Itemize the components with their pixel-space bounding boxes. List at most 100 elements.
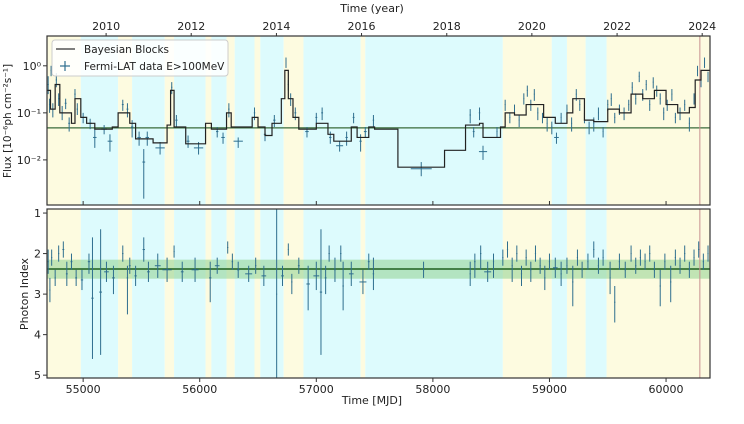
index-point — [287, 243, 289, 256]
flux-point — [273, 115, 276, 128]
flux-point — [155, 142, 165, 155]
index-point — [291, 273, 293, 295]
index-point — [227, 241, 229, 254]
top-axis-label: Time (year) — [339, 2, 404, 15]
index-point — [372, 257, 375, 291]
index-point — [576, 249, 579, 266]
index-point — [49, 277, 51, 303]
flux-point — [315, 112, 318, 124]
state-bands-index — [47, 209, 710, 378]
top-tick-label: 2014 — [262, 20, 290, 33]
index-point — [91, 237, 94, 359]
flux-point — [663, 107, 665, 121]
index-y-label: Photon Index — [18, 257, 31, 330]
index-point — [254, 257, 257, 274]
state-band-cyan — [303, 36, 361, 205]
index-point — [128, 257, 131, 274]
flux-point — [233, 137, 243, 148]
index-point — [359, 269, 367, 295]
state-band-yellow — [502, 209, 552, 378]
index-y-tick-label: 2 — [34, 248, 41, 261]
state-band-yellow — [47, 209, 81, 378]
index-point — [209, 261, 212, 303]
flux-point — [541, 112, 543, 124]
index-point — [297, 257, 300, 274]
flux-point — [623, 107, 625, 121]
index-point — [644, 253, 646, 270]
index-point — [639, 249, 641, 266]
state-band-cyan — [132, 209, 165, 378]
index-point — [530, 261, 532, 282]
index-point — [630, 245, 632, 262]
index-point — [75, 269, 78, 287]
flux-point — [523, 93, 525, 105]
legend: Bayesian Blocks Fermi-LAT data E>100MeV — [51, 39, 229, 77]
index-point — [520, 265, 523, 287]
state-band-yellow — [118, 209, 133, 378]
top-tick-label: 2016 — [348, 20, 376, 33]
index-point — [80, 269, 84, 291]
flux-point — [560, 112, 562, 124]
flux-point — [546, 117, 548, 132]
index-point — [635, 257, 637, 274]
state-band-cyan — [80, 209, 119, 378]
top-tick-label: 2010 — [92, 20, 120, 33]
state-band-yellow — [606, 209, 710, 378]
flux-point — [588, 121, 590, 135]
index-point — [319, 229, 323, 355]
flux-point — [352, 112, 355, 124]
state-band-yellow — [118, 36, 133, 205]
index-point — [99, 229, 103, 355]
index-point — [422, 261, 425, 278]
state-band-cyan — [174, 209, 206, 378]
index-point — [572, 265, 574, 307]
index-point — [51, 249, 53, 266]
flux-point — [652, 77, 654, 89]
index-point — [237, 261, 240, 278]
flux-point — [64, 98, 67, 110]
legend-data-label: Fermi-LAT data E>100MeV — [84, 61, 225, 73]
index-y-tick-label: 3 — [34, 288, 41, 301]
index-point — [649, 245, 651, 262]
index-point — [313, 261, 320, 291]
flux-point — [602, 127, 604, 138]
state-band-yellow — [283, 209, 304, 378]
index-point — [614, 286, 616, 323]
flux-point — [579, 99, 581, 111]
flux-point — [518, 115, 520, 128]
flux-point — [372, 115, 375, 128]
flux-point — [704, 57, 706, 68]
flux-point — [526, 85, 528, 97]
index-point — [492, 253, 495, 278]
index-point — [62, 241, 65, 258]
state-band-yellow — [205, 36, 212, 205]
legend-data-swatch — [60, 61, 70, 71]
x-tick-label: 59000 — [532, 383, 567, 396]
state-band-cyan — [260, 209, 284, 378]
state-band-yellow — [606, 36, 710, 205]
flux-point — [478, 107, 481, 121]
flux-point — [76, 103, 79, 116]
flux-point — [107, 134, 113, 152]
index-point — [58, 245, 60, 262]
flux-point — [659, 93, 661, 105]
flux-point — [321, 107, 324, 121]
index-point — [602, 249, 604, 266]
index-point — [154, 253, 161, 278]
flux-point — [674, 112, 676, 124]
index-axes-frame — [46, 208, 711, 379]
axes-frames — [46, 35, 711, 379]
state-band-yellow — [283, 36, 304, 205]
flux-point — [631, 82, 633, 95]
flux-point — [684, 99, 686, 111]
top-tick-label: 2020 — [518, 20, 546, 33]
flux-point — [693, 93, 695, 105]
flux-point — [126, 103, 129, 118]
index-point — [566, 257, 568, 274]
state-band-cyan — [585, 209, 607, 378]
flux-point — [478, 145, 488, 160]
index-point — [688, 261, 690, 278]
state-band-yellow — [360, 36, 366, 205]
flux-point — [228, 103, 230, 118]
flux-point — [509, 112, 511, 124]
